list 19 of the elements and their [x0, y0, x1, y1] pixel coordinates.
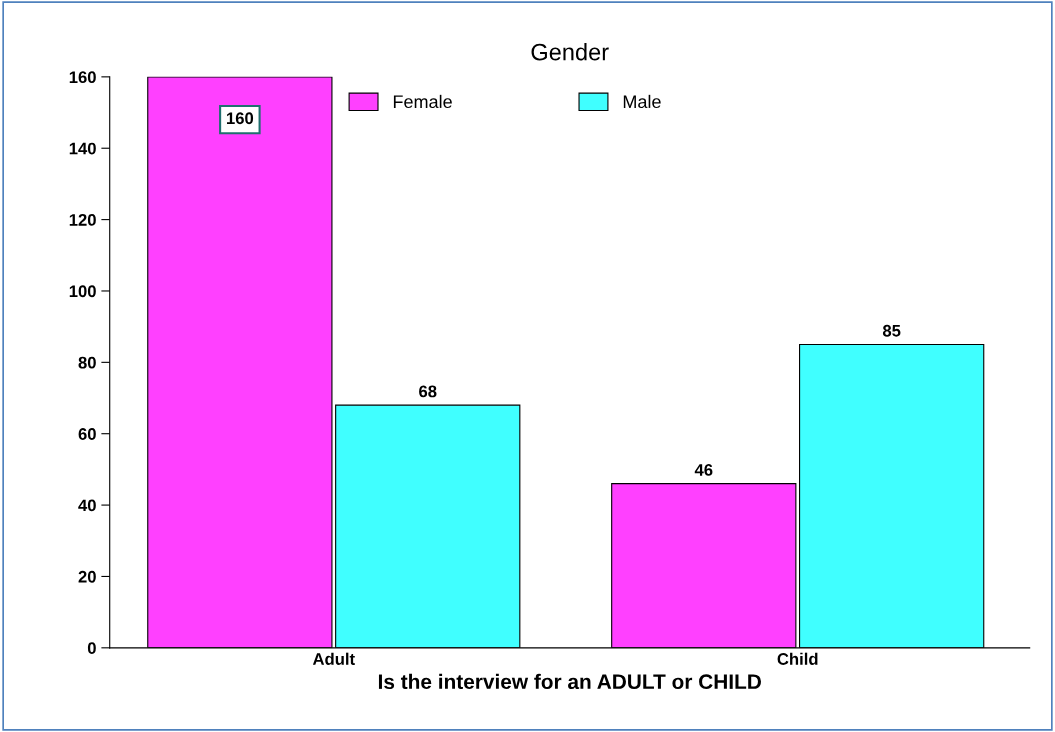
data-label: 160 — [227, 112, 254, 125]
x-tick-label: Adult — [312, 652, 355, 665]
y-tick-label: 60 — [78, 428, 96, 440]
x-axis-title: Is the interview for an ADULT or CHILD — [378, 673, 761, 690]
data-label: 68 — [419, 385, 437, 398]
y-tick-label: 0 — [87, 642, 96, 655]
y-tick-label: 20 — [78, 570, 96, 583]
legend-label: Female — [393, 94, 452, 109]
x-tick-label: Child — [777, 652, 818, 665]
chart-title: Gender — [531, 43, 609, 61]
y-tick-label: 160 — [69, 71, 96, 84]
y-tick-label: 100 — [69, 285, 96, 298]
y-tick-label: 40 — [78, 499, 96, 512]
y-tick-label: 80 — [78, 356, 96, 369]
data-label: 46 — [694, 464, 713, 476]
y-tick-label: 120 — [69, 214, 96, 226]
legend-label: Male — [623, 94, 661, 109]
data-label: 85 — [882, 324, 901, 337]
y-tick-label: 140 — [69, 142, 96, 155]
